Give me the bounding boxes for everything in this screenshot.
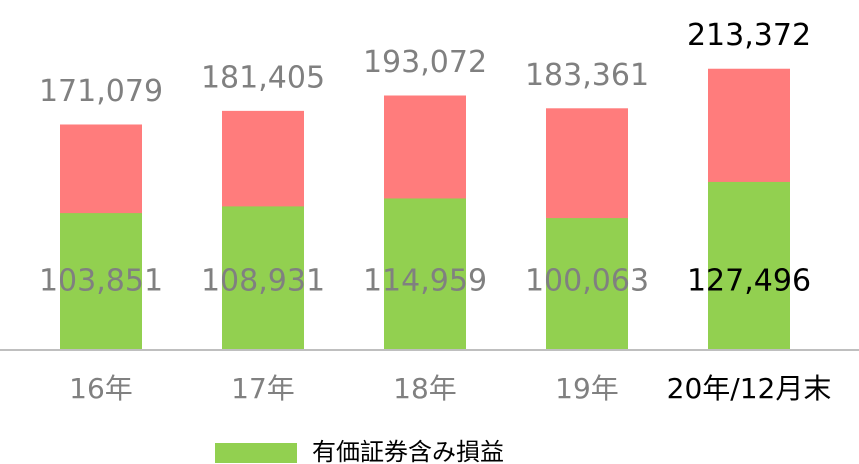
legend-label: 有価証券含み損益 [312,438,504,464]
x-tick-label: 17年 [231,372,295,405]
bar [384,198,466,350]
value-label: 213,372 [687,18,811,53]
value-label: 100,063 [525,264,649,299]
value-label: 127,496 [687,264,811,299]
value-label: 181,405 [201,60,325,95]
bar [708,181,790,350]
x-tick-label: 18年 [393,372,457,405]
bar [60,213,142,350]
x-tick-label: 19年 [555,372,619,405]
value-label: 193,072 [363,45,487,80]
legend-swatch [215,443,297,463]
value-label: 114,959 [363,264,487,299]
x-tick-label: 16年 [69,372,133,405]
x-tick-label: 20年/12月末 [667,372,832,405]
value-label: 183,361 [525,58,649,93]
bar [222,206,304,350]
value-label: 108,931 [201,264,325,299]
value-label: 103,851 [39,264,163,299]
bar [546,218,628,350]
value-label: 171,079 [39,74,163,109]
